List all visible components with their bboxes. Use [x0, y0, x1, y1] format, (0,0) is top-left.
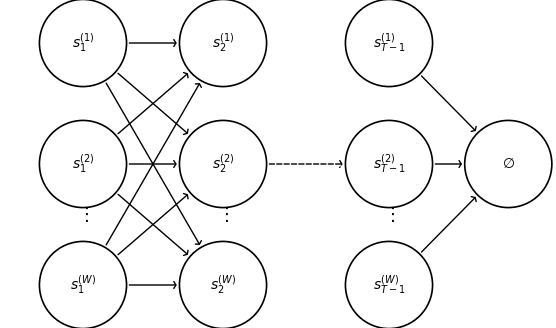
- Text: $s_2^{(2)}$: $s_2^{(2)}$: [212, 153, 235, 175]
- Text: $\vdots$: $\vdots$: [77, 204, 89, 223]
- Ellipse shape: [345, 241, 433, 328]
- Ellipse shape: [180, 241, 266, 328]
- Ellipse shape: [465, 120, 552, 208]
- Text: $\vdots$: $\vdots$: [383, 204, 395, 223]
- Ellipse shape: [180, 0, 266, 87]
- Ellipse shape: [39, 241, 127, 328]
- Ellipse shape: [345, 0, 433, 87]
- Text: $s_2^{(1)}$: $s_2^{(1)}$: [212, 32, 235, 54]
- Text: $s_{T-1}^{(2)}$: $s_{T-1}^{(2)}$: [373, 153, 405, 175]
- Text: $s_1^{(W)}$: $s_1^{(W)}$: [70, 274, 96, 296]
- Ellipse shape: [345, 120, 433, 208]
- Text: $s_2^{(W)}$: $s_2^{(W)}$: [210, 274, 236, 296]
- Text: $\varnothing$: $\varnothing$: [502, 157, 515, 171]
- Ellipse shape: [39, 120, 127, 208]
- Text: $s_1^{(1)}$: $s_1^{(1)}$: [72, 32, 95, 54]
- Ellipse shape: [39, 0, 127, 87]
- Text: $s_1^{(2)}$: $s_1^{(2)}$: [72, 153, 95, 175]
- Ellipse shape: [180, 120, 266, 208]
- Text: $s_{T-1}^{(W)}$: $s_{T-1}^{(W)}$: [373, 274, 405, 296]
- Text: $s_{T-1}^{(1)}$: $s_{T-1}^{(1)}$: [373, 32, 405, 54]
- Text: $\vdots$: $\vdots$: [217, 204, 229, 223]
